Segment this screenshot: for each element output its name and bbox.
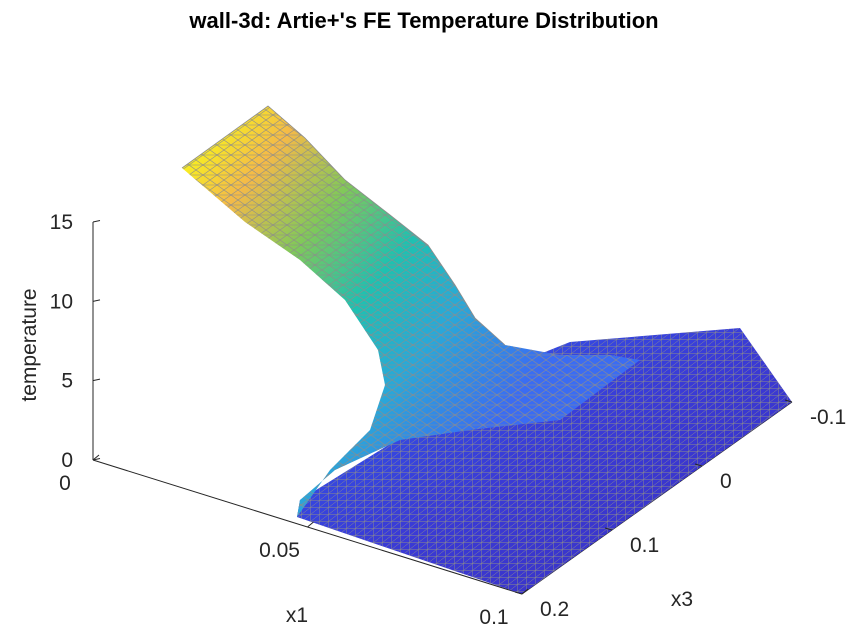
wall-surface	[181, 105, 640, 517]
z-tick-label: 5	[61, 370, 73, 393]
z-tick-mark	[92, 299, 101, 302]
x3-tick-label: -0.1	[810, 406, 846, 429]
z-tick-mark	[92, 458, 101, 461]
x1-tick-labels: 0 0.05 0.1	[59, 454, 529, 629]
x3-tick-labels: -0.1 0 0.1 0.2	[514, 399, 846, 621]
z-tick-mark	[92, 220, 101, 223]
x1-tick-label: 0.1	[479, 606, 508, 629]
z-tick-label: 0	[61, 449, 73, 472]
x3-tick-mark	[604, 527, 613, 531]
z-tick-label: 15	[50, 211, 73, 234]
x1-tick-mark	[92, 454, 100, 461]
x3-tick-mark	[514, 591, 523, 595]
x3-axis-label: x3	[671, 588, 693, 611]
x3-tick-label: 0	[720, 470, 732, 493]
z-tick-labels: 0 5 10 15	[50, 211, 73, 472]
z-tick-label: 10	[50, 290, 73, 313]
x3-tick-mark	[694, 463, 703, 467]
x1-tick-mark	[521, 588, 529, 595]
z-tick-mark	[92, 378, 101, 382]
x1-tick-label: 0.05	[259, 539, 300, 562]
chart-title: wall-3d: Artie+'s FE Temperature Distrib…	[189, 8, 659, 33]
x3-tick-label: 0.2	[540, 598, 569, 621]
x3-tick-label: 0.1	[630, 534, 659, 557]
x1-tick-label: 0	[59, 472, 71, 495]
z-tick-marks	[92, 220, 101, 461]
x3-tick-mark	[784, 399, 793, 403]
z-axis-label: temperature	[18, 288, 41, 401]
x1-tick-mark	[307, 521, 314, 528]
x1-axis-label: x1	[286, 604, 308, 627]
flat-plate-surface	[297, 328, 792, 594]
